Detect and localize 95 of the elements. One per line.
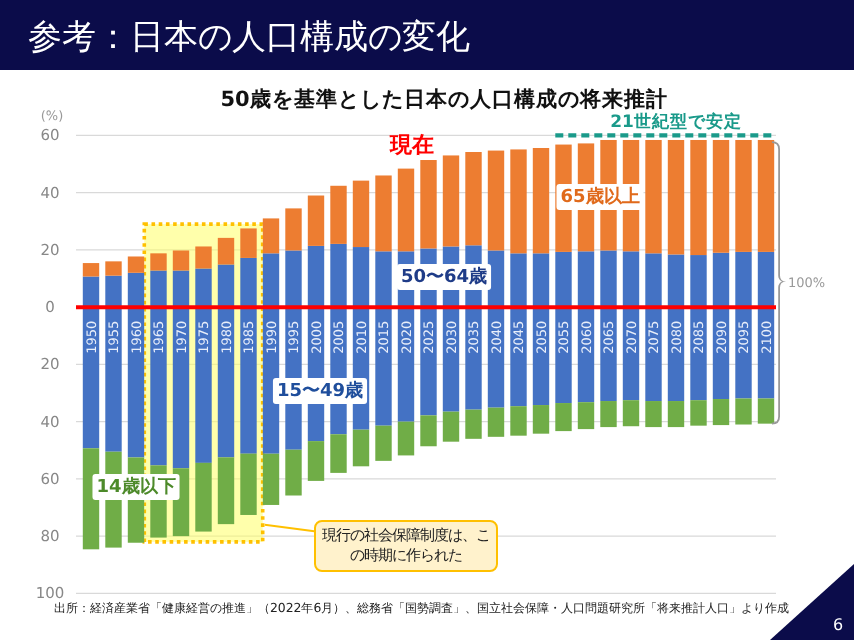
bar [217,237,235,265]
bar [150,253,167,271]
bar [172,250,190,271]
bar [217,264,235,308]
annotation: 21世紀型で安定 [610,111,742,134]
bar [712,399,730,426]
annotation: 現在 [388,131,434,158]
bar [127,256,145,273]
series-label: 65歳以上 [560,186,640,208]
bar [420,415,437,447]
bar [465,152,482,246]
bar [757,398,775,424]
bar [735,251,752,308]
bar [735,398,752,425]
bar [262,218,280,254]
bar [690,255,707,308]
bar [195,462,212,532]
bar [352,429,370,467]
bar [352,180,370,248]
bar [690,400,707,426]
bar [82,263,100,277]
bar [442,155,460,247]
bar [375,425,392,461]
series-label: 14歳以下 [96,476,176,498]
bar [195,246,212,269]
bar [487,407,505,437]
series-label: 15〜49歳 [276,380,364,402]
bar [532,148,550,254]
bar [195,307,212,463]
bar [510,253,527,308]
bar [397,421,415,456]
bar [330,243,347,308]
bar [600,401,617,428]
bar [577,402,595,430]
bar [375,307,392,426]
bar [690,139,707,256]
bar [285,250,302,308]
bar [510,406,527,436]
chart-subtitle: 50歳を基準とした日本の人口構成の将来推計 [220,86,668,112]
bar [262,453,280,505]
bar [442,411,460,442]
bar [307,195,325,246]
bar [195,268,212,308]
text: 6 [832,616,844,634]
bar [465,409,482,439]
bar [285,449,302,496]
bar [510,307,527,407]
bar [307,441,325,481]
bar [262,253,280,308]
bar [150,270,167,308]
bar [105,307,122,452]
bar [465,307,482,410]
bar [397,168,415,252]
bar [240,228,257,258]
bar [105,261,122,276]
bar [420,160,437,249]
chart-title: 参考：日本の人口構成の変化 [28,18,470,58]
bar [667,254,685,308]
bar [600,250,617,308]
bar [105,275,122,308]
bar [375,175,392,252]
bar [330,434,347,473]
bar [240,257,257,308]
bar [510,149,527,254]
bar [240,307,257,454]
bar [172,270,190,308]
bar [532,405,550,434]
bar [577,251,595,308]
bar [667,139,685,255]
bar [757,251,775,308]
bar [712,139,730,253]
bar [645,401,662,428]
bar [667,401,685,428]
bar [330,185,347,244]
bar [645,253,662,308]
bar [217,457,235,525]
bar [555,251,572,308]
bar [712,252,730,308]
bar [735,139,752,252]
bar [352,247,370,308]
bar [645,139,662,254]
bar [645,307,662,402]
bar [487,150,505,251]
bar [240,453,257,515]
bar [375,251,392,308]
bar [420,307,437,416]
bar [532,253,550,308]
bar [622,251,640,308]
bar [127,272,145,308]
bar [307,245,325,308]
bar [622,400,640,427]
bar [285,208,302,251]
bar [150,307,167,466]
series-label: 50〜64歳 [400,266,488,288]
bar [555,403,572,432]
